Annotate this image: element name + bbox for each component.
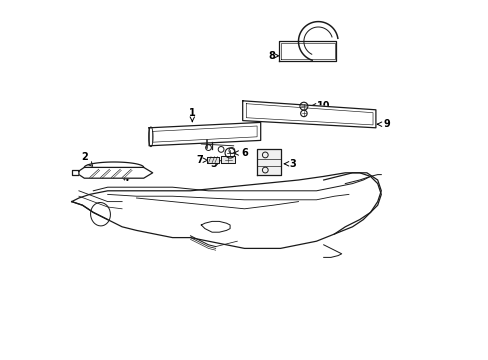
Text: 8: 8	[267, 51, 278, 61]
Text: 3: 3	[284, 159, 296, 169]
Text: 2: 2	[81, 152, 92, 167]
Polygon shape	[206, 157, 219, 163]
Text: 9: 9	[376, 119, 389, 129]
Polygon shape	[257, 149, 280, 175]
Text: 4: 4	[122, 173, 129, 183]
Polygon shape	[149, 122, 260, 146]
Text: 11: 11	[310, 108, 330, 118]
Polygon shape	[242, 101, 375, 128]
Polygon shape	[221, 156, 235, 163]
Text: 7: 7	[196, 155, 208, 165]
Polygon shape	[278, 41, 336, 61]
Text: 6: 6	[234, 148, 247, 158]
Polygon shape	[79, 167, 152, 178]
Polygon shape	[201, 221, 230, 232]
Text: 1: 1	[188, 108, 195, 122]
Polygon shape	[72, 173, 381, 248]
Text: 5: 5	[210, 159, 220, 169]
Text: 10: 10	[310, 101, 330, 111]
